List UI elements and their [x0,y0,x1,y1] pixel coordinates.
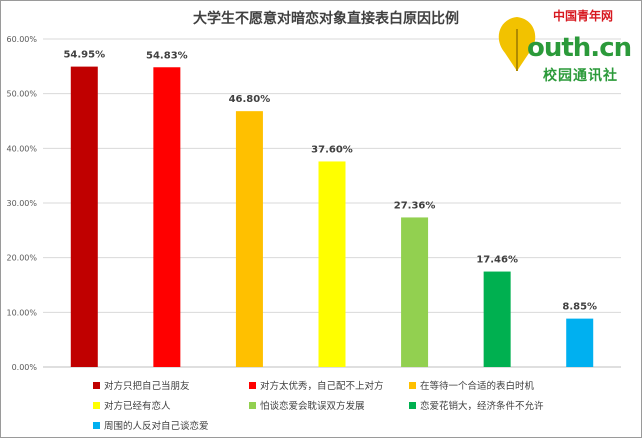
bar [153,67,181,367]
bar-value-label: 8.85% [562,302,597,313]
legend-swatch [93,401,100,409]
y-tick-label: 20.00% [6,254,37,263]
legend-label: 对方太优秀，自己配不上对方 [260,381,384,392]
legend-item: 对方已经有恋人 [93,398,171,412]
logo-brand-sub: 校园通讯社 [543,68,618,84]
legend-swatch [93,421,100,429]
y-tick-label: 30.00% [6,199,37,208]
legend-label: 对方只把自己当朋友 [104,381,190,392]
ginkgo-leaf-icon [498,17,536,71]
bars [70,66,594,368]
bar-value-label: 46.80% [229,94,271,105]
chart-title: 大学生不愿意对暗恋对象直接表白原因比例 [193,11,459,27]
legend-swatch [409,381,416,389]
legend-swatch [409,401,416,409]
legend-swatch [249,401,256,409]
y-tick-label: 10.00% [6,308,37,317]
legend-item: 对方只把自己当朋友 [93,378,190,392]
y-tick-label: 40.00% [6,144,37,153]
legend-label: 恋爱花销大，经济条件不允许 [420,401,544,412]
legend-label: 怕谈恋爱会耽误双方发展 [260,401,365,412]
bar [483,271,511,367]
bar-value-label: 54.83% [146,50,188,61]
bar [566,318,594,367]
bar-value-label: 17.46% [476,255,518,266]
y-axis-tick-labels: 0.00% 10.00% 20.00% 30.00% 40.00% 50.00% 60.00… [6,35,37,372]
bar [70,66,98,368]
logo-brand-cn: 中国青年网 [553,9,614,23]
bar-value-label: 54.95% [63,50,105,61]
logo-brand-en: outh.cn [527,33,632,63]
legend-item: 恋爱花销大，经济条件不允许 [409,398,544,412]
bar-value-label: 27.36% [394,200,436,211]
y-tick-label: 50.00% [6,90,37,99]
legend-item: 对方太优秀，自己配不上对方 [249,378,384,392]
y-tick-label: 0.00% [12,363,38,372]
legend-item: 周围的人反对自己谈恋爱 [93,418,209,432]
legend-swatch [249,381,256,389]
legend-label: 对方已经有恋人 [104,401,171,412]
legend-label: 在等待一个合适的表白时机 [420,381,535,392]
legend-item: 怕谈恋爱会耽误双方发展 [249,398,365,412]
legend-label: 周围的人反对自己谈恋爱 [104,421,209,432]
y-tick-label: 60.00% [6,35,37,44]
bar-value-labels: 54.95% 54.83% 46.80% 37.60% 27.36% 17.46% 8.85… [63,50,597,313]
bar [318,161,346,367]
bar [235,111,263,367]
youth-cn-logo: 中国青年网 outh.cn 校园通讯社 [487,5,637,85]
legend-item: 在等待一个合适的表白时机 [409,378,534,392]
bar [401,217,429,367]
legend-swatch [93,381,100,389]
bar-value-label: 37.60% [311,144,353,155]
